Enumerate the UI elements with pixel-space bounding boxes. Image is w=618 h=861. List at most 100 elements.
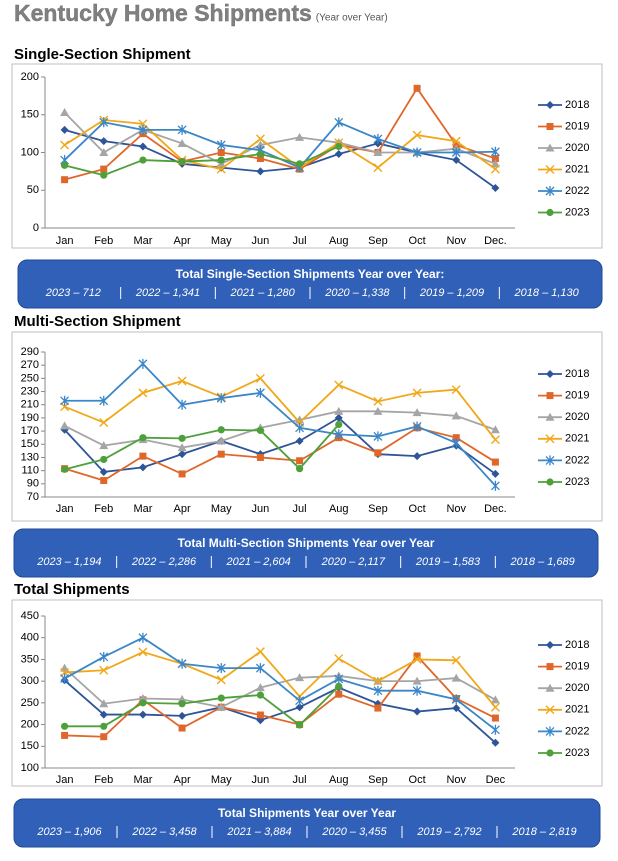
x-tick-label: Apr (174, 774, 191, 786)
marker (296, 457, 304, 465)
series-line (64, 86, 496, 181)
marker (546, 392, 554, 400)
marker (217, 426, 225, 434)
x-tick-label: Apr (174, 503, 191, 515)
x-tick-label: Oct (409, 503, 426, 515)
y-tick-label: 50 (27, 184, 39, 196)
marker (334, 429, 344, 440)
marker (295, 132, 305, 141)
legend-label: 2023 (565, 476, 589, 488)
series-line (64, 685, 340, 728)
x-tick-label: Jul (293, 774, 307, 786)
summary-item: 2020 – 2,117 (321, 556, 386, 568)
x-tick-label: Jan (56, 774, 74, 786)
legend-label: 2019 (565, 390, 589, 402)
marker (545, 683, 555, 692)
y-tick-label: 190 (21, 412, 39, 424)
marker (255, 387, 265, 398)
summary-item: 2021 – 1,280 (230, 287, 296, 299)
marker (256, 155, 264, 163)
marker (491, 714, 499, 722)
summary-item: 2020 – 1,338 (324, 287, 390, 299)
marker (334, 380, 344, 390)
marker (490, 146, 500, 157)
y-tick-label: 90 (27, 478, 39, 490)
x-tick-label: Oct (409, 774, 426, 786)
marker (60, 107, 70, 116)
marker (545, 455, 555, 466)
marker (373, 406, 383, 415)
chart-frame (11, 63, 603, 249)
summary-banner (17, 259, 603, 309)
y-tick-label: 210 (21, 399, 39, 411)
marker (334, 406, 344, 415)
marker (60, 673, 70, 684)
marker (374, 704, 382, 712)
marker (546, 208, 554, 217)
marker (490, 724, 500, 735)
marker (60, 465, 69, 473)
legend-label: 2023 (565, 206, 589, 218)
marker (177, 658, 187, 669)
summary-item: 2021 – 3,884 (226, 826, 291, 838)
summary-item: 2023 – 1,194 (36, 556, 101, 568)
marker (546, 101, 554, 109)
y-tick-label: 230 (21, 385, 39, 397)
series-line (64, 423, 340, 471)
marker (546, 478, 554, 486)
marker (546, 641, 554, 649)
marker (99, 651, 109, 662)
marker (373, 163, 383, 173)
marker (60, 161, 69, 169)
summary-item: 2019 – 1,209 (419, 287, 484, 299)
x-tick-label: Nov (446, 503, 466, 515)
marker (99, 117, 109, 128)
y-tick-label: 250 (21, 372, 39, 384)
marker (546, 123, 554, 130)
chart-frame (11, 599, 603, 787)
marker (452, 704, 461, 713)
marker (216, 164, 226, 174)
marker (451, 673, 461, 682)
marker (451, 437, 461, 448)
marker (256, 150, 265, 158)
series-line (63, 667, 496, 709)
marker (100, 165, 108, 173)
x-tick-label: Aug (329, 503, 349, 515)
marker (178, 434, 186, 442)
x-tick-label: May (211, 774, 232, 786)
marker (99, 148, 109, 156)
marker (334, 150, 343, 159)
x-tick-label: Jun (252, 235, 270, 247)
marker (373, 133, 383, 144)
marker (412, 388, 422, 398)
summary-item: 2023 – 712 (45, 287, 101, 299)
series-line (63, 416, 496, 475)
marker (490, 435, 500, 445)
marker (295, 436, 304, 445)
legend-label: 2021 (565, 163, 589, 175)
marker (178, 711, 187, 720)
y-tick-label: 450 (21, 610, 39, 622)
marker (490, 695, 500, 704)
marker (60, 140, 70, 150)
y-tick-label: 100 (21, 146, 39, 158)
legend-label: 2021 (565, 433, 589, 445)
x-tick-label: Aug (329, 235, 349, 247)
marker (451, 411, 461, 420)
x-tick-label: May (211, 235, 232, 247)
marker (255, 683, 265, 692)
y-tick-label: 130 (21, 451, 39, 463)
x-tick-label: Apr (174, 235, 191, 247)
marker (451, 147, 461, 158)
marker (334, 654, 344, 664)
y-tick-label: 200 (21, 718, 39, 730)
marker (334, 413, 343, 422)
marker (99, 467, 108, 476)
legend-label: 2022 (565, 725, 589, 737)
marker (60, 125, 69, 134)
marker (99, 665, 109, 675)
marker (491, 155, 499, 163)
marker (99, 699, 109, 708)
y-tick-label: 270 (21, 359, 39, 371)
